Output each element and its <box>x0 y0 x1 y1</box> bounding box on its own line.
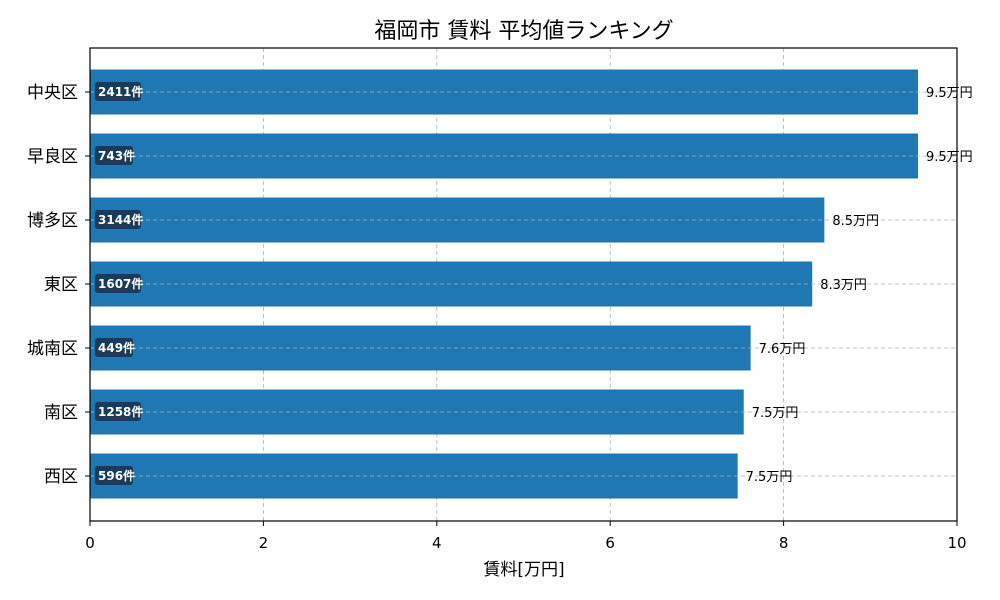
category-label: 東区 <box>44 275 78 295</box>
count-badge <box>95 146 133 165</box>
value-label: 9.5万円 <box>926 86 973 101</box>
count-badge <box>95 274 141 293</box>
x-tick-label: 4 <box>432 534 442 552</box>
count-badge <box>95 210 141 229</box>
category-label: 博多区 <box>27 211 78 231</box>
count-label: 1607件 <box>98 276 143 291</box>
x-axis-label: 賃料[万円] <box>483 560 564 580</box>
bar-labels: 9.5万円 2411件 9.5万円 743件 8.5万円 3144件 8.3万円 1607件 7… <box>90 82 973 485</box>
count-label: 3144件 <box>98 212 143 227</box>
x-tick-label: 0 <box>85 534 95 552</box>
value-label: 8.3万円 <box>820 278 867 293</box>
value-label: 7.5万円 <box>752 406 799 421</box>
value-label: 7.6万円 <box>759 342 806 357</box>
chart-title: 福岡市 賃料 平均値ランキング <box>374 19 673 44</box>
x-tick-label: 8 <box>779 534 789 552</box>
count-badge <box>95 466 133 485</box>
category-label: 中央区 <box>27 83 78 103</box>
count-badge <box>95 338 133 357</box>
count-label: 449件 <box>98 340 135 355</box>
x-tick-label: 10 <box>947 534 966 552</box>
count-badge <box>95 82 141 101</box>
x-tick-label: 2 <box>259 534 269 552</box>
count-badge <box>95 402 141 421</box>
count-label: 1258件 <box>98 404 143 419</box>
count-label: 743件 <box>98 148 135 163</box>
x-tick-label: 6 <box>605 534 615 552</box>
count-label: 2411件 <box>98 84 143 99</box>
value-label: 8.5万円 <box>832 214 879 229</box>
category-label: 早良区 <box>27 147 78 167</box>
category-label: 南区 <box>44 403 78 423</box>
category-label: 城南区 <box>27 339 78 359</box>
value-label: 9.5万円 <box>926 150 973 165</box>
count-label: 596件 <box>98 468 135 483</box>
grid-lines <box>262 48 784 521</box>
value-label: 7.5万円 <box>746 470 793 485</box>
category-label: 西区 <box>44 467 78 487</box>
